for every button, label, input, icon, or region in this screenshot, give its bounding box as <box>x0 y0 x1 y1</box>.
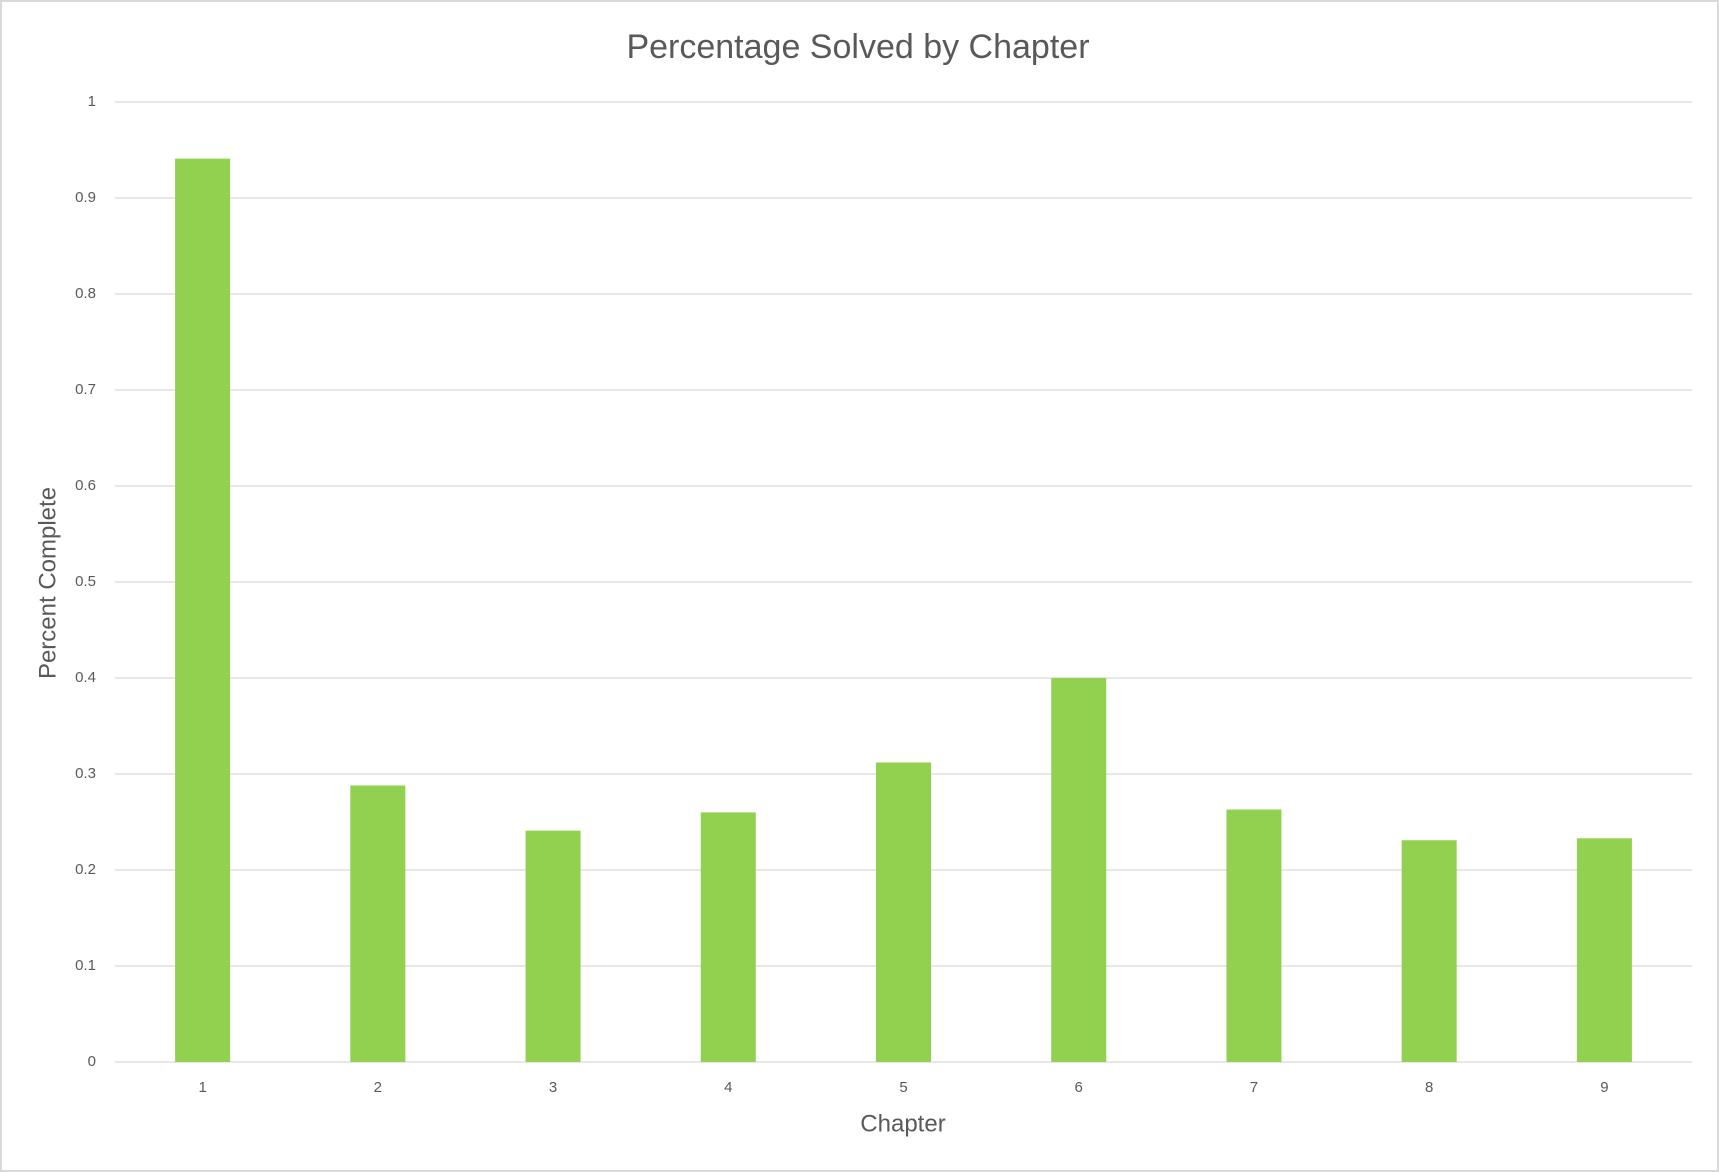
y-tick-label: 0.5 <box>75 573 96 590</box>
y-tick-label: 0.1 <box>75 957 96 974</box>
chart-title: Percentage Solved by Chapter <box>626 28 1089 66</box>
y-tick-label: 0.4 <box>75 669 96 686</box>
bar <box>175 158 231 1062</box>
bar <box>525 830 581 1062</box>
x-tick-label: 2 <box>374 1079 382 1096</box>
bar <box>350 785 406 1062</box>
y-tick-label: 0.8 <box>75 285 96 302</box>
bar <box>700 812 756 1062</box>
y-tick-label: 1 <box>88 93 96 110</box>
bar <box>875 762 932 1062</box>
y-tick-label: 0.2 <box>75 861 96 878</box>
y-tick-label: 0.9 <box>75 189 96 206</box>
x-axis-title: Chapter <box>860 1110 945 1137</box>
bar <box>1051 678 1107 1062</box>
bar <box>1576 838 1632 1062</box>
y-axis-title: Percent Complete <box>34 487 61 679</box>
x-tick-label: 7 <box>1250 1079 1258 1096</box>
x-tick-label: 3 <box>549 1079 557 1096</box>
x-tick-label: 4 <box>724 1079 732 1096</box>
x-tick-label: 6 <box>1075 1079 1083 1096</box>
y-tick-label: 0.3 <box>75 765 96 782</box>
y-tick-label: 0.7 <box>75 381 96 398</box>
x-tick-label: 5 <box>899 1079 907 1096</box>
bar <box>1401 840 1457 1062</box>
y-tick-label: 0.6 <box>75 477 96 494</box>
bar <box>1226 809 1282 1062</box>
y-tick-label: 0 <box>88 1053 96 1070</box>
x-tick-label: 9 <box>1600 1079 1608 1096</box>
x-tick-label: 8 <box>1425 1079 1433 1096</box>
x-tick-label: 1 <box>198 1079 206 1096</box>
